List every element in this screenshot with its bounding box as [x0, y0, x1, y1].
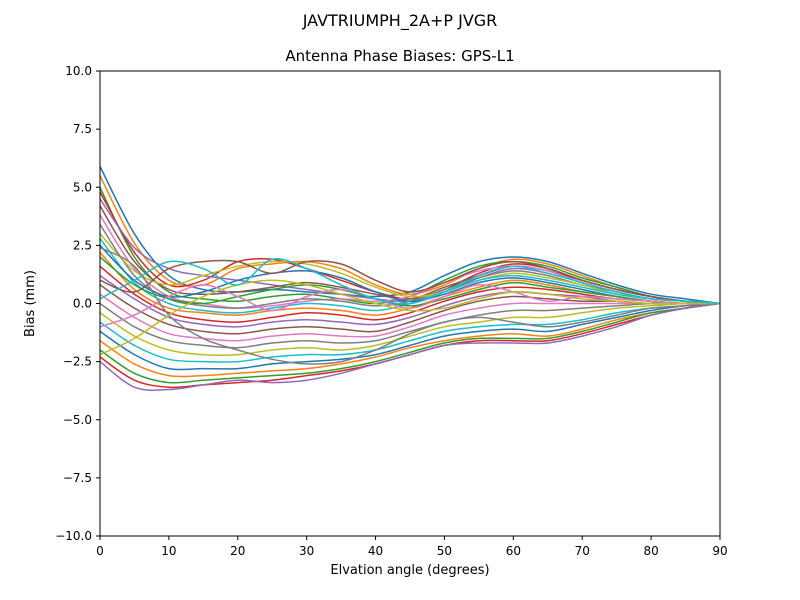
- y-tick-label: −2.5: [63, 355, 92, 369]
- bias-line: [100, 279, 720, 356]
- bias-line: [100, 256, 720, 307]
- bias-line: [100, 259, 720, 305]
- y-tick-label: −7.5: [63, 471, 92, 485]
- x-tick-label: 90: [712, 544, 727, 558]
- x-tick-label: 30: [299, 544, 314, 558]
- y-axis-label: Bias (mm): [23, 270, 38, 337]
- bias-line: [100, 302, 720, 371]
- bias-line: [100, 302, 720, 384]
- bias-line: [100, 302, 720, 356]
- y-axis-ticks: −10.0 −7.5 −5.0 −2.5 0.0 2.5 5.0 7.5 10.0: [55, 64, 100, 543]
- x-axis-ticks: 0 10 20 30 40 50 60 70 80 90: [96, 536, 728, 558]
- y-tick-label: −5.0: [63, 413, 92, 427]
- y-tick-label: 5.0: [73, 180, 92, 194]
- chart-title: JAVTRIUMPH_2A+P JVGR: [302, 11, 498, 31]
- bias-line: [100, 302, 720, 391]
- x-tick-label: 80: [643, 544, 658, 558]
- bias-line: [100, 302, 720, 378]
- x-axis-label: Elvation angle (degrees): [330, 563, 489, 578]
- y-tick-label: −10.0: [55, 529, 92, 543]
- chart-subtitle: Antenna Phase Biases: GPS-L1: [285, 47, 514, 65]
- series-lines-group: [100, 165, 720, 391]
- x-tick-label: 20: [230, 544, 245, 558]
- x-tick-label: 60: [506, 544, 521, 558]
- bias-line: [100, 233, 720, 305]
- y-tick-label: 7.5: [73, 122, 92, 136]
- y-tick-label: 2.5: [73, 238, 92, 252]
- y-tick-label: 10.0: [65, 64, 92, 78]
- bias-line: [100, 302, 720, 363]
- bias-line: [100, 205, 720, 305]
- y-tick-label: 0.0: [73, 297, 92, 311]
- x-tick-label: 10: [161, 544, 176, 558]
- bias-line: [100, 284, 720, 328]
- x-tick-label: 0: [96, 544, 104, 558]
- bias-line: [100, 165, 720, 305]
- bias-line: [100, 302, 720, 349]
- bias-line: [100, 246, 720, 365]
- x-tick-label: 40: [368, 544, 383, 558]
- x-tick-label: 70: [575, 544, 590, 558]
- x-tick-label: 50: [437, 544, 452, 558]
- bias-line: [100, 258, 720, 305]
